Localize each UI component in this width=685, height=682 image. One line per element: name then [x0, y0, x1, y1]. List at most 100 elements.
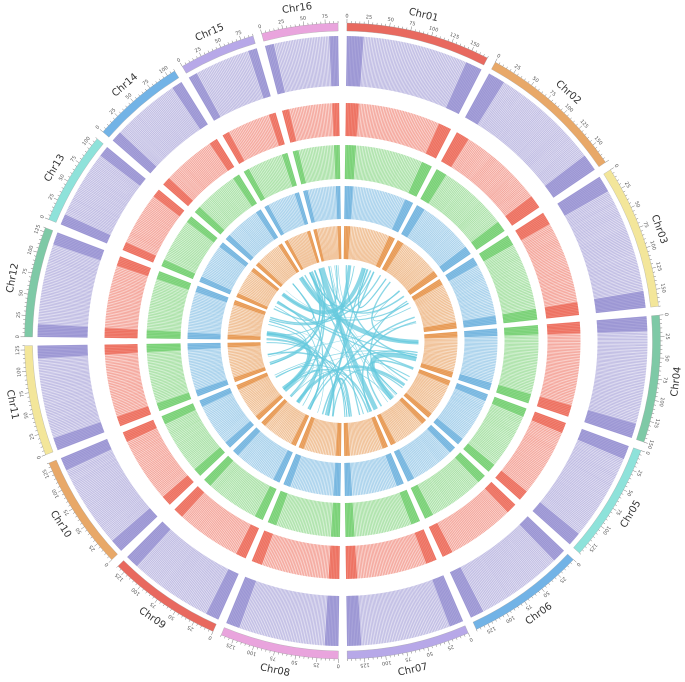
chromosome-chr07: 0 25 50 75 100 125 [346, 625, 474, 668]
track-band [298, 416, 315, 450]
track-band [291, 414, 310, 447]
chromosome-ticks [347, 633, 471, 663]
synteny-link [371, 281, 419, 344]
track-band [335, 186, 341, 220]
tick-label: 25 [194, 46, 202, 54]
track-band [194, 206, 225, 235]
tick-label: 75 [661, 377, 668, 384]
track-density-blue [187, 185, 498, 497]
track-band [503, 325, 539, 336]
chromosome-block [573, 447, 642, 554]
track-band [195, 379, 229, 397]
tick-label: 125 [654, 261, 662, 272]
synteny-links [266, 265, 419, 417]
track-band [112, 508, 158, 551]
chromosome-label: Chr11 [4, 389, 21, 421]
track-band [248, 48, 271, 99]
tick-label: 125 [114, 571, 125, 582]
chromosome-label: Chr12 [5, 262, 21, 294]
tick-label: 125 [449, 32, 460, 41]
track-band [418, 369, 451, 386]
track-band [432, 575, 464, 627]
track-band [273, 450, 293, 483]
chromosome-block [117, 560, 217, 632]
track-band [484, 481, 516, 513]
track-band [163, 178, 193, 207]
tick-label: 100 [81, 136, 92, 147]
track-band [420, 169, 447, 204]
track-block [458, 328, 498, 391]
track-band [284, 240, 304, 271]
track-band [399, 489, 421, 525]
data-tracks [37, 35, 648, 647]
track-band [236, 372, 269, 390]
track-block [346, 575, 464, 646]
track-band [532, 502, 579, 545]
chromosome-ticks [116, 566, 214, 636]
track-band [414, 529, 437, 564]
track-band [37, 324, 88, 338]
track-band [261, 399, 288, 426]
synteny-link [309, 272, 373, 412]
synteny-link [326, 271, 375, 416]
track-band [407, 271, 438, 295]
chromosome-label: Chr05 [618, 498, 643, 530]
tick-label: 0 [36, 455, 43, 460]
chromosome-block [48, 459, 118, 561]
track-band [465, 73, 504, 125]
chromosome-chr01: 0 25 50 75 100 125 150 [345, 14, 489, 66]
track-band [278, 243, 300, 273]
track-band [463, 443, 495, 472]
track-band [264, 204, 285, 236]
track-block [584, 316, 648, 439]
tick-label: 0 [468, 636, 473, 643]
track-band [268, 112, 285, 147]
tick-label: 125 [578, 119, 589, 130]
tick-label: 125 [15, 345, 21, 355]
tick-label: 75 [321, 14, 328, 20]
track-block [146, 343, 192, 412]
track-band [227, 334, 261, 340]
track-band [254, 485, 277, 521]
synteny-link [345, 265, 417, 359]
track-band [122, 242, 156, 263]
tick-label: 75 [69, 155, 78, 164]
track-band [328, 545, 340, 579]
track-band [491, 396, 527, 417]
tick-label: 150 [646, 439, 655, 450]
track-band [116, 406, 152, 427]
track-band [344, 462, 353, 496]
track-density-green [146, 144, 539, 538]
chromosome-ticks [44, 137, 98, 220]
chromosome-chr06: 0 25 50 75 100 125 [472, 553, 581, 634]
track-band [251, 530, 273, 565]
chromosome-ticks [476, 559, 577, 632]
chromosome-chr12: 0 25 50 75 100 125 [15, 224, 54, 338]
tick-label: 50 [58, 173, 66, 182]
synteny-link [266, 265, 355, 336]
tick-label: 75 [19, 390, 26, 397]
chromosome-ticks [99, 69, 175, 133]
track-band [104, 344, 138, 355]
track-band [462, 315, 497, 328]
track-band [112, 132, 157, 174]
track-band [423, 322, 457, 333]
track-band [187, 342, 221, 350]
chromosome-chr03: 0 25 50 75 100 125 150 [603, 163, 666, 308]
track-band [116, 256, 151, 277]
track-band [156, 392, 192, 412]
track-band [156, 271, 192, 290]
chromosome-block [346, 22, 488, 66]
chromosome-ticks [643, 314, 665, 444]
tick-label: 100 [504, 614, 515, 624]
track-block [37, 232, 105, 338]
track-band [104, 327, 138, 339]
tick-label: 0 [15, 335, 21, 338]
tick-label: 100 [428, 25, 439, 33]
track-band [243, 168, 265, 202]
synteny-link [321, 316, 415, 415]
tick-label: 25 [16, 311, 22, 318]
track-band [375, 235, 395, 269]
synteny-link [266, 332, 350, 417]
